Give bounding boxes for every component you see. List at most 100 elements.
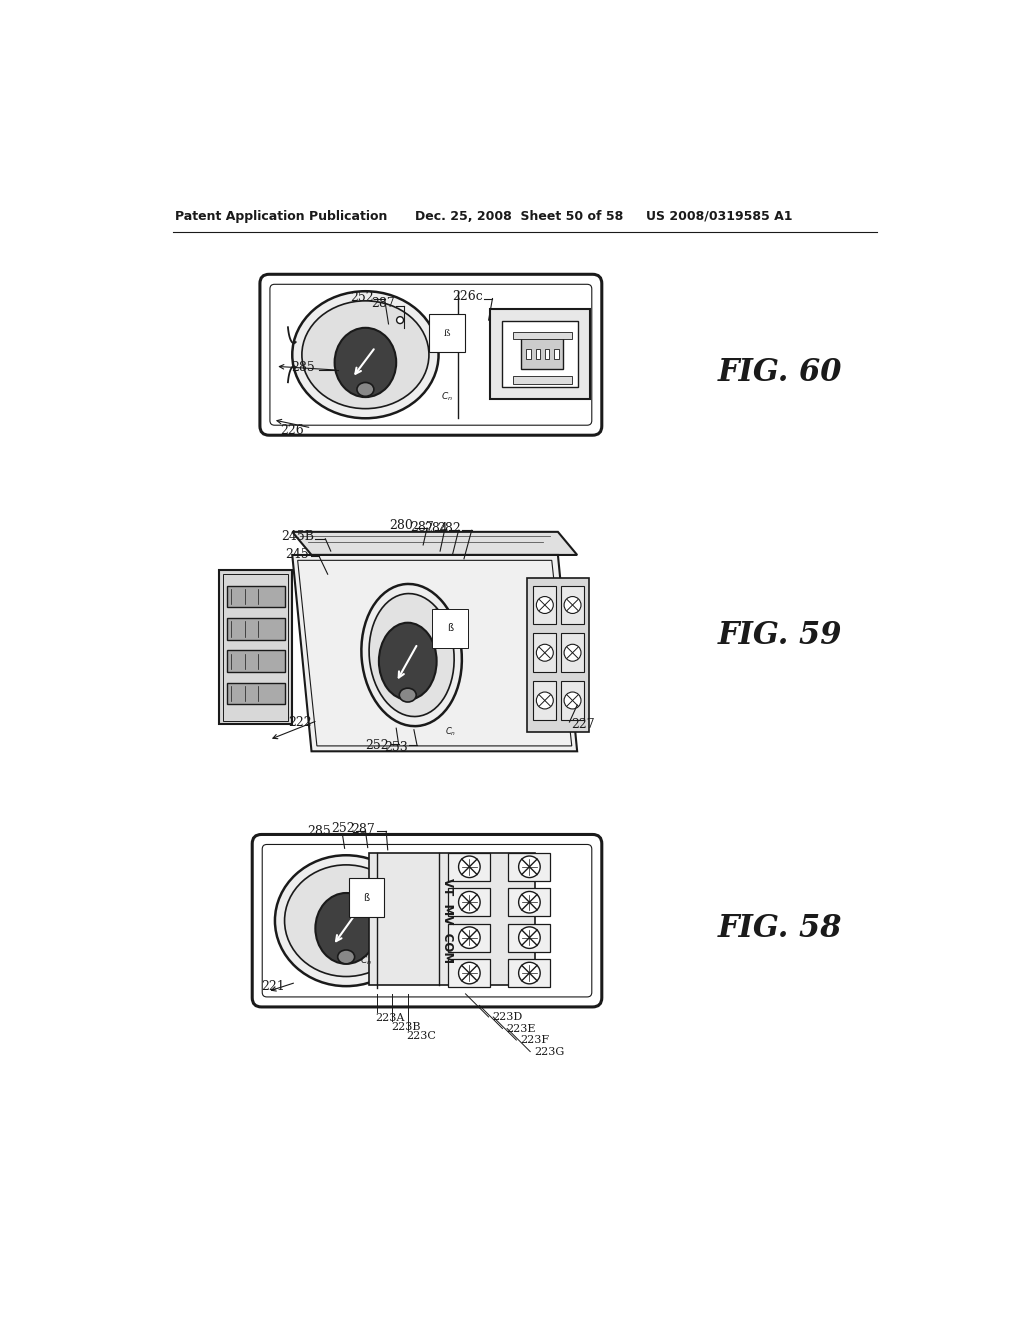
- Ellipse shape: [396, 317, 403, 323]
- Bar: [526, 348, 531, 359]
- Bar: [447, 853, 490, 880]
- Text: 227: 227: [571, 718, 595, 731]
- Bar: [508, 853, 550, 880]
- Bar: [223, 574, 289, 721]
- Ellipse shape: [518, 962, 541, 983]
- Ellipse shape: [292, 292, 438, 418]
- Bar: [536, 348, 541, 359]
- Ellipse shape: [537, 644, 553, 661]
- Text: 223E: 223E: [506, 1023, 536, 1034]
- FancyBboxPatch shape: [260, 275, 602, 436]
- Ellipse shape: [376, 884, 383, 892]
- Bar: [561, 681, 584, 719]
- Text: 287: 287: [411, 520, 434, 533]
- Text: 252: 252: [350, 290, 374, 304]
- Ellipse shape: [379, 623, 436, 700]
- Bar: [219, 570, 292, 725]
- Text: FIG. 60: FIG. 60: [717, 356, 842, 388]
- Text: 223B: 223B: [391, 1022, 420, 1032]
- FancyBboxPatch shape: [252, 834, 602, 1007]
- Ellipse shape: [357, 383, 374, 396]
- Text: ß: ß: [447, 623, 454, 634]
- Ellipse shape: [369, 594, 454, 717]
- Text: Dec. 25, 2008  Sheet 50 of 58: Dec. 25, 2008 Sheet 50 of 58: [416, 210, 624, 223]
- Ellipse shape: [459, 891, 480, 913]
- Text: VT  MV  COM: VT MV COM: [441, 878, 454, 964]
- Bar: [508, 888, 550, 916]
- Ellipse shape: [335, 327, 396, 397]
- Text: 280: 280: [389, 519, 413, 532]
- Text: US 2008/0319585 A1: US 2008/0319585 A1: [646, 210, 793, 223]
- Bar: [513, 376, 571, 384]
- Bar: [545, 348, 550, 359]
- Bar: [561, 586, 584, 624]
- Ellipse shape: [274, 855, 418, 986]
- Text: $C_n$: $C_n$: [441, 391, 453, 404]
- Bar: [508, 960, 550, 987]
- Ellipse shape: [399, 688, 416, 702]
- Text: $C_n$: $C_n$: [360, 954, 372, 968]
- Text: ß: ß: [443, 329, 451, 338]
- Text: Patent Application Publication: Patent Application Publication: [175, 210, 388, 223]
- Bar: [226, 618, 285, 640]
- Ellipse shape: [537, 692, 553, 709]
- Polygon shape: [292, 532, 578, 554]
- Ellipse shape: [537, 597, 553, 614]
- Bar: [447, 888, 490, 916]
- Bar: [534, 634, 556, 672]
- Ellipse shape: [315, 892, 377, 964]
- Text: 245: 245: [286, 548, 309, 561]
- Bar: [521, 338, 563, 368]
- Text: 285: 285: [307, 825, 331, 838]
- Ellipse shape: [518, 927, 541, 948]
- Text: 221: 221: [261, 979, 285, 993]
- Text: 245B: 245B: [281, 529, 313, 543]
- Text: 252: 252: [331, 822, 354, 834]
- Ellipse shape: [564, 644, 581, 661]
- Bar: [447, 960, 490, 987]
- Ellipse shape: [338, 950, 354, 964]
- Text: FIG. 59: FIG. 59: [717, 620, 842, 651]
- Text: 282: 282: [437, 521, 461, 535]
- Ellipse shape: [564, 597, 581, 614]
- Text: 223A: 223A: [376, 1012, 404, 1023]
- Bar: [490, 309, 590, 400]
- Bar: [508, 924, 550, 952]
- Text: 287: 287: [371, 297, 394, 310]
- Bar: [513, 331, 571, 339]
- Text: FIG. 58: FIG. 58: [717, 913, 842, 944]
- Text: 226: 226: [280, 425, 304, 437]
- Bar: [370, 853, 535, 985]
- Text: 284: 284: [424, 521, 447, 535]
- Ellipse shape: [459, 962, 480, 983]
- Bar: [226, 651, 285, 672]
- Text: 253: 253: [384, 741, 408, 754]
- Text: ß: ß: [364, 892, 370, 903]
- Ellipse shape: [459, 927, 480, 948]
- Text: 287: 287: [351, 822, 376, 836]
- Text: 222: 222: [288, 717, 311, 730]
- Bar: [534, 586, 556, 624]
- Text: 223D: 223D: [493, 1012, 522, 1022]
- Bar: [447, 924, 490, 952]
- Ellipse shape: [285, 865, 408, 977]
- Bar: [554, 348, 559, 359]
- Ellipse shape: [433, 610, 439, 616]
- Polygon shape: [292, 554, 578, 751]
- Text: 285: 285: [292, 362, 315, 375]
- Bar: [226, 682, 285, 705]
- Ellipse shape: [302, 301, 429, 409]
- Bar: [503, 321, 578, 387]
- Bar: [561, 634, 584, 672]
- Ellipse shape: [518, 891, 541, 913]
- Text: 223C: 223C: [407, 1031, 436, 1041]
- Ellipse shape: [564, 692, 581, 709]
- Ellipse shape: [459, 855, 480, 878]
- Bar: [534, 681, 556, 719]
- Text: 223F: 223F: [520, 1035, 549, 1045]
- Text: $C_n$: $C_n$: [444, 726, 456, 738]
- Bar: [226, 586, 285, 607]
- Text: 226c: 226c: [452, 289, 482, 302]
- Ellipse shape: [361, 583, 462, 726]
- Text: 223G: 223G: [535, 1047, 564, 1056]
